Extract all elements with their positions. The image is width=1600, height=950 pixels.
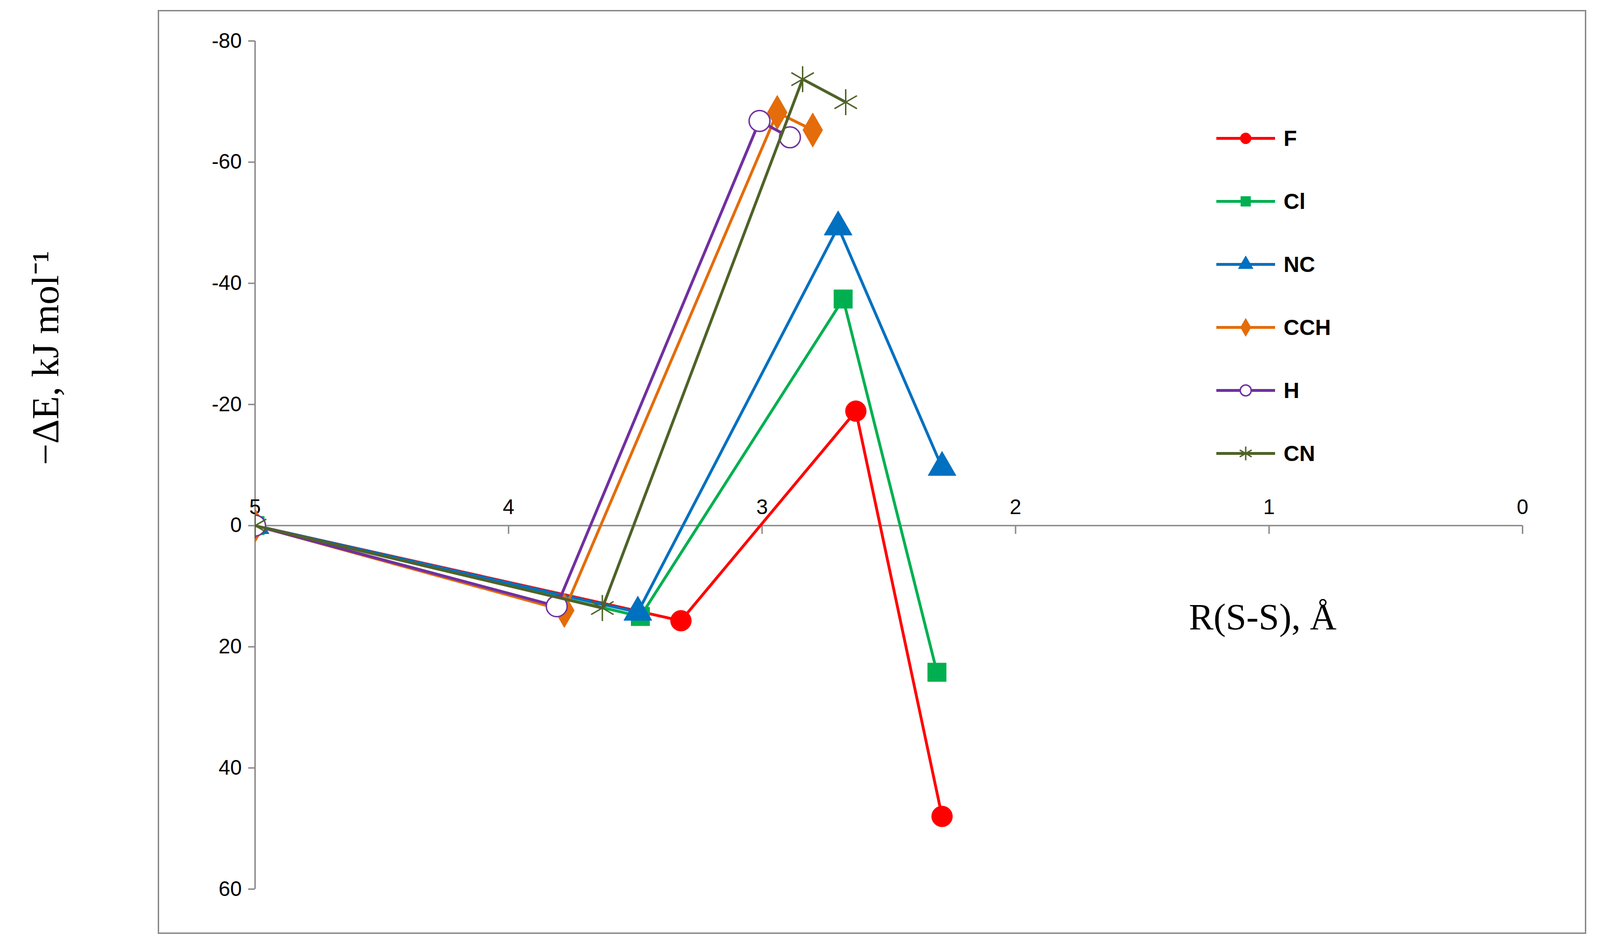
svg-text:1: 1 [1263, 494, 1275, 519]
svg-text:20: 20 [218, 634, 243, 658]
svg-text:2: 2 [1009, 494, 1022, 519]
svg-text:3: 3 [756, 494, 768, 519]
svg-text:0: 0 [1516, 494, 1529, 519]
html-text:NC: NC [1283, 251, 1316, 277]
html-text:CCH: CCH [1283, 314, 1331, 340]
svg-text:-80: -80 [211, 28, 243, 53]
html-text:CN: CN [1283, 440, 1316, 466]
svg-text:5: 5 [249, 495, 261, 519]
svg-text:4: 4 [502, 494, 514, 519]
svg-text:-40: -40 [211, 270, 243, 295]
svg-text:-60: -60 [211, 149, 243, 173]
html-text:F: F [1283, 125, 1297, 151]
svg-text:−ΔE, kJ mol⁻¹: −ΔE, kJ mol⁻¹ [24, 251, 67, 466]
svg-text:40: 40 [218, 755, 243, 779]
svg-text:-20: -20 [211, 392, 243, 416]
svg-text:60: 60 [218, 876, 243, 900]
svg-text:R(S-S), Å: R(S-S), Å [1188, 595, 1337, 638]
svg-text:0: 0 [230, 512, 242, 537]
html-text:H: H [1283, 377, 1300, 403]
html-text:Cl: Cl [1283, 188, 1306, 214]
